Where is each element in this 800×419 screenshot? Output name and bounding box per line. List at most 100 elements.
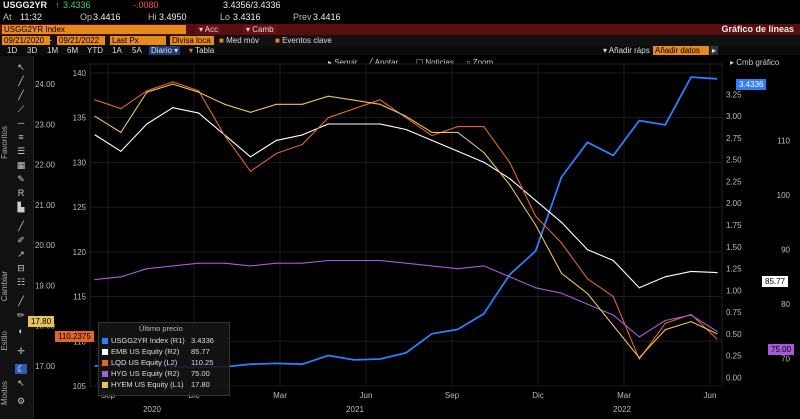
data-point: [457, 268, 459, 270]
data-point: [690, 314, 692, 316]
cursor-icon[interactable]: ↖: [17, 378, 25, 388]
add-quick-button[interactable]: ▾ Añadir ráps: [603, 46, 650, 55]
period-1m[interactable]: 1M: [47, 46, 59, 55]
brush-icon[interactable]: ✎: [17, 174, 25, 184]
high-label: Hi: [148, 12, 157, 22]
arrow-icon[interactable]: ↗: [17, 249, 25, 259]
data-point: [664, 319, 666, 322]
follow-button[interactable]: ▸ Seguir: [328, 58, 358, 67]
y-tick-label-r1: 3.25: [726, 90, 742, 99]
data-point: [301, 143, 303, 146]
channel-icon[interactable]: ≡: [18, 132, 24, 142]
line-tool-icon[interactable]: ╱: [18, 90, 24, 100]
moving-average-toggle[interactable]: ■ Med móv: [219, 36, 259, 45]
data-point: [431, 333, 433, 335]
y-tick-label-l1: 19.00: [35, 281, 56, 290]
mark-icon[interactable]: ✏: [17, 310, 25, 320]
high-value: 3.4950: [159, 12, 187, 22]
fib-icon[interactable]: ☰: [16, 146, 26, 156]
end-date-field[interactable]: 09/21/2022: [57, 36, 105, 45]
data-point: [172, 265, 174, 267]
period-ytd[interactable]: YTD: [87, 46, 103, 55]
news-button[interactable]: ☐ Noticias: [416, 58, 454, 67]
period-5a[interactable]: 5A: [132, 46, 142, 55]
last-arrow-icon: ↑: [55, 0, 60, 10]
data-point: [120, 131, 122, 134]
key-events-toggle[interactable]: ■ Eventos clave: [275, 36, 332, 45]
period-6m[interactable]: 6M: [67, 46, 79, 55]
frequency-select[interactable]: Diario ▾: [149, 46, 181, 55]
y-tick-label-r2: 100: [777, 191, 791, 200]
line-tool-icon[interactable]: ╱: [18, 76, 24, 86]
grid-icon[interactable]: ▦: [16, 160, 26, 170]
y-tick-label-l2: 120: [73, 248, 87, 257]
security-field[interactable]: USGG2YR Index: [2, 25, 186, 34]
crosshair-icon[interactable]: ✛: [17, 346, 25, 356]
data-point: [249, 363, 252, 365]
chart-title: Gráfico de líneas: [721, 24, 794, 34]
price-field[interactable]: Last Px: [110, 36, 166, 45]
data-point: [509, 276, 511, 278]
chart-options-button[interactable]: ▸ Cmb gráfico: [730, 58, 780, 67]
y-tick-label-r1: 1.50: [726, 243, 742, 252]
y-tick-label-r1: 1.00: [726, 286, 742, 295]
legend-swatch: [102, 371, 108, 378]
data-point: [405, 128, 407, 131]
data-point: [353, 259, 355, 262]
draw-icon[interactable]: ╱: [18, 221, 24, 231]
x-year-label: 2022: [613, 405, 631, 414]
mode-icon[interactable]: ☾: [15, 364, 27, 374]
y-tick-label-l2: 135: [73, 114, 87, 123]
data-point: [509, 184, 511, 186]
data-point: [353, 108, 355, 110]
hline-icon[interactable]: ─: [17, 118, 25, 128]
add-quick-label: Añadir ráps: [608, 46, 650, 55]
scroll-arrows[interactable]: ▸: [710, 46, 719, 55]
start-date-field[interactable]: 09/21/2020: [2, 36, 50, 45]
time-label: At: [3, 12, 12, 22]
y-tick-label-r1: 2.00: [726, 199, 742, 208]
change-button[interactable]: ▾ Camb: [243, 25, 277, 34]
y-tick-label-r1: 1.25: [726, 265, 742, 274]
pointer-icon[interactable]: ↖: [17, 62, 25, 72]
x-tick-label: Mar: [617, 391, 631, 400]
data-point: [560, 272, 563, 274]
zoom-button[interactable]: ⌕ Zoom: [466, 58, 494, 67]
actions-button[interactable]: ▾ Acc: [196, 25, 222, 34]
data-point: [457, 328, 459, 331]
measure-icon[interactable]: ⊟: [17, 263, 25, 273]
data-point: [275, 139, 278, 142]
data-point: [172, 81, 174, 83]
change-label: Camb: [252, 25, 274, 34]
period-3d[interactable]: 3D: [27, 46, 38, 55]
style-icon[interactable]: ╱: [18, 296, 24, 306]
data-point: [120, 276, 122, 278]
stack-icon[interactable]: ☷: [16, 277, 26, 287]
y-tick-label-l1: 23.00: [35, 120, 56, 129]
pen-icon[interactable]: ✐: [17, 235, 25, 245]
annotate-button[interactable]: ╱ Anotar: [368, 58, 399, 67]
fill-icon[interactable]: ▙: [17, 202, 25, 212]
table-button[interactable]: ▾ Tabla: [189, 46, 215, 55]
low-label: Lo: [220, 12, 231, 22]
data-point: [638, 119, 640, 122]
y-tick-label-l1: 20.00: [35, 241, 56, 250]
add-data-field[interactable]: Añadir datos: [653, 46, 709, 55]
x-tick-label: Jun: [360, 391, 373, 400]
currency-field[interactable]: Divisa loca: [170, 36, 214, 45]
trend-icon[interactable]: ⟋: [17, 104, 25, 114]
follow-label: Seguir: [334, 58, 358, 67]
period-1a[interactable]: 1A: [112, 46, 122, 55]
y-tick-label-l2: 125: [73, 203, 87, 212]
data-point: [534, 199, 537, 202]
data-point: [586, 292, 589, 295]
y-tick-label-r2: 90: [781, 246, 790, 255]
y-tick-label-l2: 105: [73, 382, 87, 391]
period-1d[interactable]: 1D: [7, 46, 18, 55]
legend-series-value: 17.80: [191, 380, 210, 389]
legend-series-value: 3.4336: [191, 336, 214, 345]
legend-series-name: USGG2YR Index (R1): [111, 336, 185, 345]
text-icon[interactable]: R: [17, 188, 25, 198]
palette-icon[interactable]: ◐: [18, 326, 24, 336]
settings-icon[interactable]: ⚙: [16, 396, 26, 406]
